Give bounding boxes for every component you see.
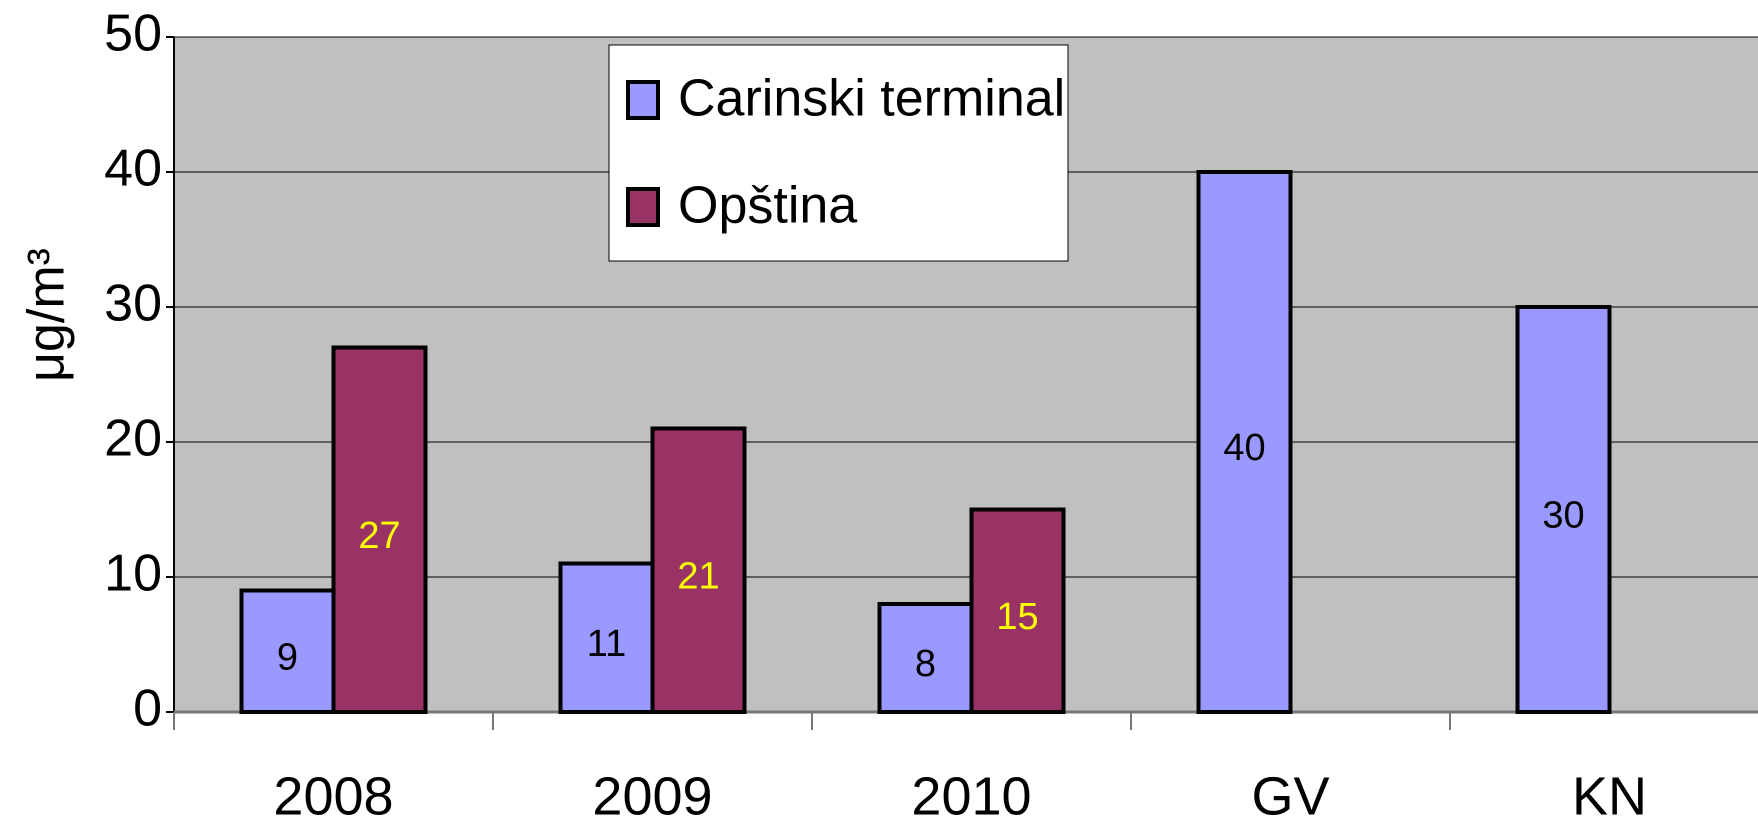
bar (1515, 305, 1612, 714)
data-label: 30 (1542, 495, 1584, 537)
bar (331, 345, 428, 714)
legend-label: Opština (678, 177, 857, 235)
y-tick-label: 50 (104, 5, 162, 63)
x-tick-label: GV (1251, 766, 1329, 826)
bar (650, 426, 747, 714)
bar (877, 602, 974, 714)
data-label: 40 (1223, 427, 1265, 469)
data-label: 15 (996, 596, 1038, 638)
data-label: 11 (587, 623, 626, 665)
x-tick-label: 2010 (911, 766, 1031, 826)
legend-swatch (626, 187, 660, 227)
y-axis-label: μg/m³ (18, 248, 76, 382)
y-tick-label: 30 (104, 275, 162, 333)
y-tick-label: 0 (133, 680, 162, 738)
legend-label: Carinski terminal (678, 70, 1065, 128)
x-tick-label: KN (1572, 766, 1647, 826)
x-tick-label: 2009 (592, 766, 712, 826)
data-label: 9 (277, 636, 298, 678)
data-label: 8 (915, 643, 936, 685)
data-label: 21 (677, 555, 719, 597)
y-tick-label: 40 (104, 140, 162, 198)
y-tick-label: 20 (104, 410, 162, 468)
bar (969, 507, 1066, 714)
bar (239, 588, 336, 714)
legend-swatch (626, 80, 660, 120)
legend (608, 44, 1069, 262)
y-tick-label: 10 (104, 545, 162, 603)
data-label: 27 (358, 515, 400, 557)
bar (1196, 170, 1293, 714)
x-tick-label: 2008 (273, 766, 393, 826)
